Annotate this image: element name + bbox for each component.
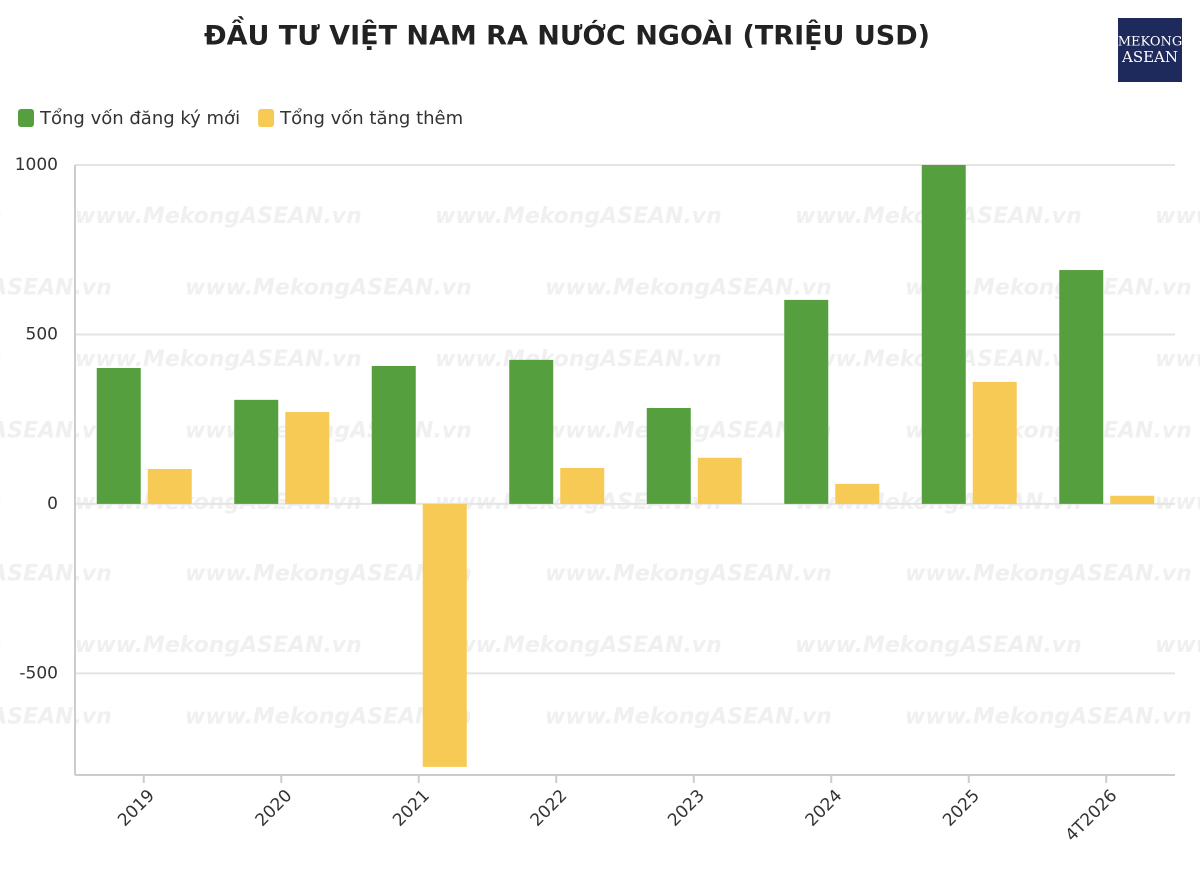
logo-box [1118,18,1182,82]
x-tick-label: 4T2026 [1062,786,1122,846]
y-tick-label: 500 [26,324,58,344]
watermark: www.MekongASEAN.vn [1155,490,1200,515]
watermark: www.MekongASEAN.vn [75,347,362,372]
y-tick-label: 1000 [15,155,58,175]
bar [371,365,416,504]
legend-label: Tổng vốn đăng ký mới [39,108,240,129]
watermark: www.MekongASEAN.vn [435,347,722,372]
bar [147,468,192,504]
legend-swatch [258,109,275,127]
bar [422,503,467,767]
y-tick-label: -500 [19,663,58,683]
watermark: www.MekongASEAN.vn [905,705,1192,730]
watermark: www.MekongASEAN.vn [0,490,2,515]
bar [1110,495,1155,504]
x-tick-label: 2021 [389,786,434,831]
y-tick-label: 0 [47,494,58,514]
bar [646,407,691,504]
watermark: www.MekongASEAN.vn [0,419,112,444]
bar [285,412,330,504]
watermarks: www.MekongASEAN.vn www.MekongASEAN.vn www.… [0,204,1200,730]
watermark: www.MekongASEAN.vn [545,562,832,587]
bar [697,457,742,504]
watermark: www.MekongASEAN.vn [1155,347,1200,372]
bar [972,381,1017,504]
x-tick-label: 2020 [252,786,297,831]
watermark: www.MekongASEAN.vn [905,562,1192,587]
watermark: www.MekongASEAN.vn [75,204,362,229]
chart-title: ĐẦU TƯ VIỆT NAM RA NƯỚC NGOÀI (TRIỆU USD… [204,17,930,52]
x-tick-label: 2019 [114,786,159,831]
bar [509,359,554,504]
watermark: www.MekongASEAN.vn [75,633,362,658]
x-tick-label: 2024 [802,786,847,831]
watermark: www.MekongASEAN.vn [0,705,112,730]
bar [784,299,829,504]
watermark: www.MekongASEAN.vn [435,204,722,229]
x-tick-label: 2022 [527,786,572,831]
watermark: www.MekongASEAN.vn [0,562,112,587]
watermark: www.MekongASEAN.vn [0,633,2,658]
logo-text: MEKONG [1118,35,1183,50]
bar [1059,270,1104,504]
bar [835,483,880,504]
x-tick-label: 2025 [939,786,984,831]
watermark: www.MekongASEAN.vn [1155,633,1200,658]
bar [560,467,605,504]
watermark: www.MekongASEAN.vn [545,705,832,730]
bar [234,399,279,504]
watermark: www.MekongASEAN.vn [795,633,1082,658]
bar [96,367,141,504]
logo-text: ASEAN [1121,48,1178,66]
x-tick-label: 2023 [664,786,709,831]
watermark: www.MekongASEAN.vn [1155,204,1200,229]
watermark: www.MekongASEAN.vn [0,276,112,301]
legend-swatch [18,109,34,127]
legend-label: Tổng vốn tăng thêm [279,108,463,129]
bar [921,165,966,504]
watermark: www.MekongASEAN.vn [185,276,472,301]
watermark: www.MekongASEAN.vn [435,633,722,658]
watermark: www.MekongASEAN.vn [0,204,2,229]
watermark: www.MekongASEAN.vn [545,276,832,301]
watermark: www.MekongASEAN.vn [0,347,2,372]
